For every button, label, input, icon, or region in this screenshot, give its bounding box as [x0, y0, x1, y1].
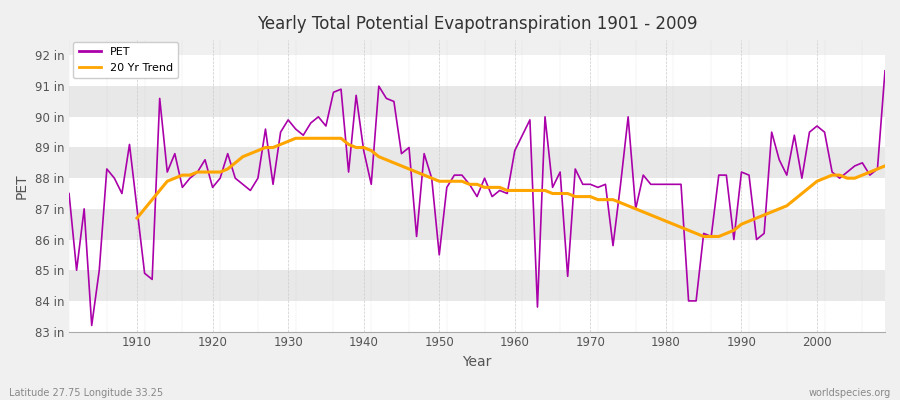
Bar: [69, 270, 885, 301]
X-axis label: Year: Year: [463, 355, 491, 369]
Bar: [69, 148, 885, 178]
Bar: [69, 56, 885, 86]
Bar: [69, 117, 885, 148]
Bar: [69, 301, 885, 332]
Title: Yearly Total Potential Evapotranspiration 1901 - 2009: Yearly Total Potential Evapotranspiratio…: [256, 15, 698, 33]
Bar: [69, 209, 885, 240]
Text: Latitude 27.75 Longitude 33.25: Latitude 27.75 Longitude 33.25: [9, 388, 163, 398]
Y-axis label: PET: PET: [15, 173, 29, 199]
Legend: PET, 20 Yr Trend: PET, 20 Yr Trend: [73, 42, 178, 78]
Bar: [69, 240, 885, 270]
Bar: [69, 178, 885, 209]
Text: worldspecies.org: worldspecies.org: [809, 388, 891, 398]
Bar: [69, 86, 885, 117]
